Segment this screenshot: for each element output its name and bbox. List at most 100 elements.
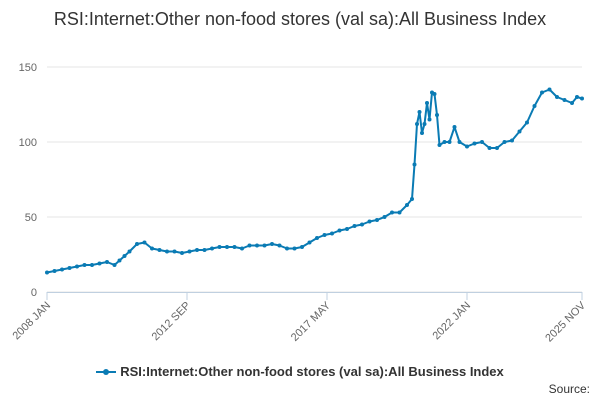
data-point [127,249,132,254]
data-point [437,143,442,147]
data-point [255,243,259,248]
data-point [390,210,394,215]
data-point [337,228,342,233]
y-axis-ticks: 0 50 100 150 [19,62,37,299]
data-point [432,92,437,96]
data-point [195,248,199,252]
data-point [410,197,414,201]
data-point [447,140,452,144]
data-point [427,117,432,122]
source-note: Source: [548,382,590,396]
data-point [232,245,237,249]
data-point [412,162,417,167]
data-point [315,236,319,240]
data-point [575,95,579,99]
data-point [442,140,447,144]
legend-line-marker-icon [96,367,117,377]
chart-title: RSI:Internet:Other non-food stores (val … [53,9,547,29]
data-point [285,246,289,251]
data-point [405,203,409,207]
data-point [165,249,169,254]
data-point [580,96,584,101]
data-point [382,215,387,219]
data-point [217,245,222,249]
data-point [525,120,529,125]
x-axis-ticks: 2008 JAN 2012 SEP 2017 MAY 2022 JAN 2025 NOV [10,292,589,344]
data-point [45,270,49,275]
data-point [352,224,357,228]
data-point [300,245,304,249]
y-tick-label: 0 [31,287,37,299]
data-point [457,140,462,144]
y-tick-label: 100 [19,137,37,149]
data-point [415,122,419,126]
data-point [540,90,544,95]
data-point [247,243,252,248]
series-line [46,88,583,274]
x-tick-label: 2022 JAN [430,300,473,343]
x-tick-label: 2025 NOV [543,299,588,344]
data-point [240,246,244,251]
data-point [435,113,439,117]
data-point [465,144,469,149]
data-point [510,138,514,143]
data-point [562,98,567,102]
data-point [105,260,109,264]
data-point [345,227,349,231]
grid-lines [47,66,582,293]
data-point [322,233,327,237]
data-point [270,242,274,246]
data-point [67,266,72,270]
data-point [122,254,127,258]
data-point [420,131,424,135]
data-point [417,110,422,114]
data-point [367,219,372,224]
data-point [75,264,79,269]
data-point [517,129,522,134]
data-point [172,249,177,254]
data-point [495,146,499,150]
data-point [60,267,64,272]
series-group [45,87,584,275]
data-point [52,269,57,273]
data-point [225,245,229,249]
data-point [202,248,207,252]
data-point [210,246,214,251]
data-point [262,243,267,248]
data-point [112,263,117,267]
data-point [555,95,559,99]
data-point [547,87,552,92]
data-point [487,146,492,150]
data-point [472,141,477,146]
data-point [397,210,402,215]
data-point [330,231,334,236]
data-point [90,263,94,267]
data-point [452,125,457,129]
data-point [157,248,162,252]
x-tick-label: 2017 MAY [289,299,334,344]
data-point [480,140,484,144]
data-point [117,258,122,263]
data-point [82,263,87,267]
data-point [422,122,427,126]
data-point [97,261,102,266]
data-point [142,240,147,245]
legend[interactable]: RSI:Internet:Other non-food stores (val … [0,364,600,379]
data-point [135,242,139,246]
data-point [375,218,379,222]
data-point [187,249,192,254]
data-point [532,104,537,108]
x-tick-label: 2008 JAN [10,300,53,343]
data-point [150,246,154,251]
data-point [360,222,364,227]
y-tick-label: 150 [19,62,37,74]
data-point [180,251,184,255]
data-point [307,240,312,245]
data-point [502,140,507,144]
x-tick-label: 2012 SEP [150,300,194,344]
y-tick-label: 50 [25,212,37,224]
data-point [570,101,574,105]
data-point [292,246,297,251]
legend-label: RSI:Internet:Other non-food stores (val … [120,364,504,379]
